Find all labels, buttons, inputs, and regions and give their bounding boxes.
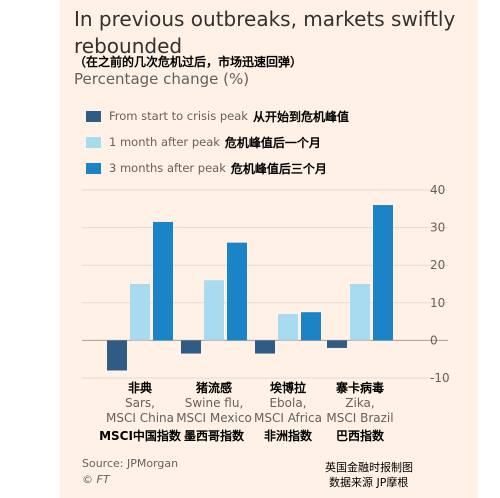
category-label: 埃博拉 xyxy=(270,380,306,395)
category-label: 寨卡病毒 xyxy=(335,380,384,395)
y-tick-label: 0 xyxy=(430,333,438,347)
y-tick-label: 20 xyxy=(430,258,445,272)
bar xyxy=(107,340,127,371)
bar xyxy=(130,284,150,341)
category-label: MSCI中国指数 xyxy=(99,428,182,443)
footer-cn-credit: 英国金融时报制图 xyxy=(325,461,413,474)
bar xyxy=(181,340,201,354)
y-tick-label: -10 xyxy=(430,371,450,385)
legend-label-en: 3 months after peak xyxy=(109,161,226,175)
y-tick-label: 40 xyxy=(430,183,445,197)
y-tick-label: 10 xyxy=(430,296,445,310)
bar xyxy=(153,221,173,341)
bar xyxy=(350,284,370,341)
category-label: 巴西指数 xyxy=(336,428,385,443)
chart-title: In previous outbreaks, markets swiftly r… xyxy=(74,7,456,58)
bar xyxy=(278,314,298,341)
category-label: 猪流感 xyxy=(195,380,232,395)
legend-swatch xyxy=(86,162,101,174)
bar xyxy=(373,205,393,341)
bar xyxy=(327,340,347,348)
ft-credit: © FT xyxy=(82,473,110,486)
category-label: Ebola, xyxy=(269,396,306,410)
category-label: 非典 xyxy=(128,380,152,395)
footer-cn-source: 数据来源 JP摩根 xyxy=(329,476,409,489)
bar xyxy=(301,312,321,341)
legend-item-3-months: 3 months after peak 危机峰值后三个月 xyxy=(86,160,327,176)
legend-label-en: From start to crisis peak xyxy=(109,109,248,123)
chart-panel xyxy=(60,0,478,498)
category-label: 非洲指数 xyxy=(264,428,313,443)
legend-label-cn: 从开始到危机峰值 xyxy=(252,109,349,124)
bar xyxy=(204,280,224,341)
category-label: Swine flu, xyxy=(185,396,244,410)
category-label: MSCI Africa xyxy=(254,411,322,425)
chart-subtitle-cn: （在之前的几次危机过后，市场迅速回弹） xyxy=(74,55,303,69)
bar xyxy=(227,242,247,341)
bar xyxy=(255,340,275,354)
legend-item-1-month: 1 month after peak 危机峰值后一个月 xyxy=(86,134,321,150)
legend-swatch xyxy=(86,136,101,148)
category-label: 墨西哥指数 xyxy=(184,428,245,443)
units-label: Percentage change (%) xyxy=(74,70,250,88)
legend-swatch xyxy=(86,110,101,122)
legend-label-cn: 危机峰值后一个月 xyxy=(224,135,321,150)
legend-item-start-to-peak: From start to crisis peak 从开始到危机峰值 xyxy=(86,108,349,124)
source-note: Source: JPMorgan xyxy=(82,457,179,470)
legend-label-cn: 危机峰值后三个月 xyxy=(230,161,327,176)
legend-label-en: 1 month after peak xyxy=(109,135,220,149)
y-tick-label: 30 xyxy=(430,221,445,235)
category-label: Sars, xyxy=(125,396,155,410)
category-label: MSCI China xyxy=(106,411,174,425)
category-label: MSCI Brazil xyxy=(326,411,393,425)
category-label: Zika, xyxy=(345,396,374,410)
category-label: MSCI Mexico xyxy=(176,411,252,425)
